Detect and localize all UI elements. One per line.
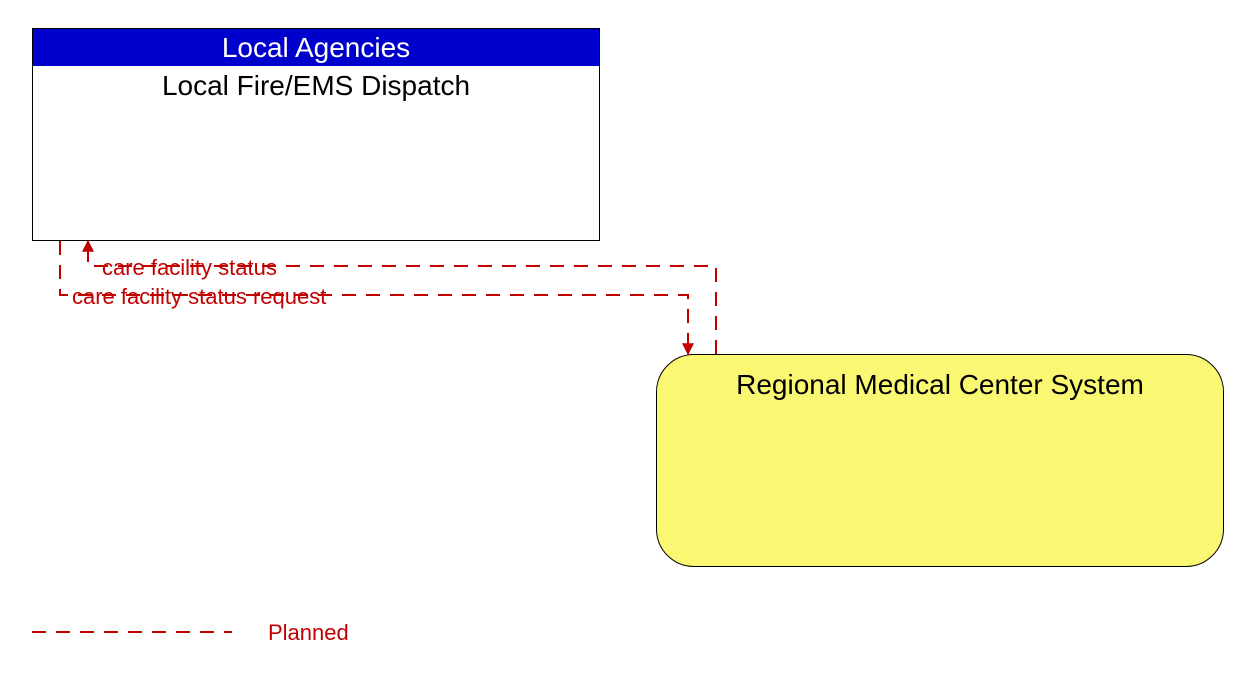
legend-planned-label: Planned — [268, 620, 349, 646]
regional-medical-center-box: Regional Medical Center System — [656, 354, 1224, 567]
regional-medical-center-label: Regional Medical Center System — [657, 355, 1223, 401]
flow-label-care-facility-status-request: care facility status request — [70, 284, 328, 310]
local-fire-ems-dispatch-label: Local Fire/EMS Dispatch — [33, 66, 599, 102]
local-agencies-header: Local Agencies — [33, 29, 599, 66]
flow-label-care-facility-status: care facility status — [100, 255, 279, 281]
local-agencies-box: Local Agencies Local Fire/EMS Dispatch — [32, 28, 600, 241]
